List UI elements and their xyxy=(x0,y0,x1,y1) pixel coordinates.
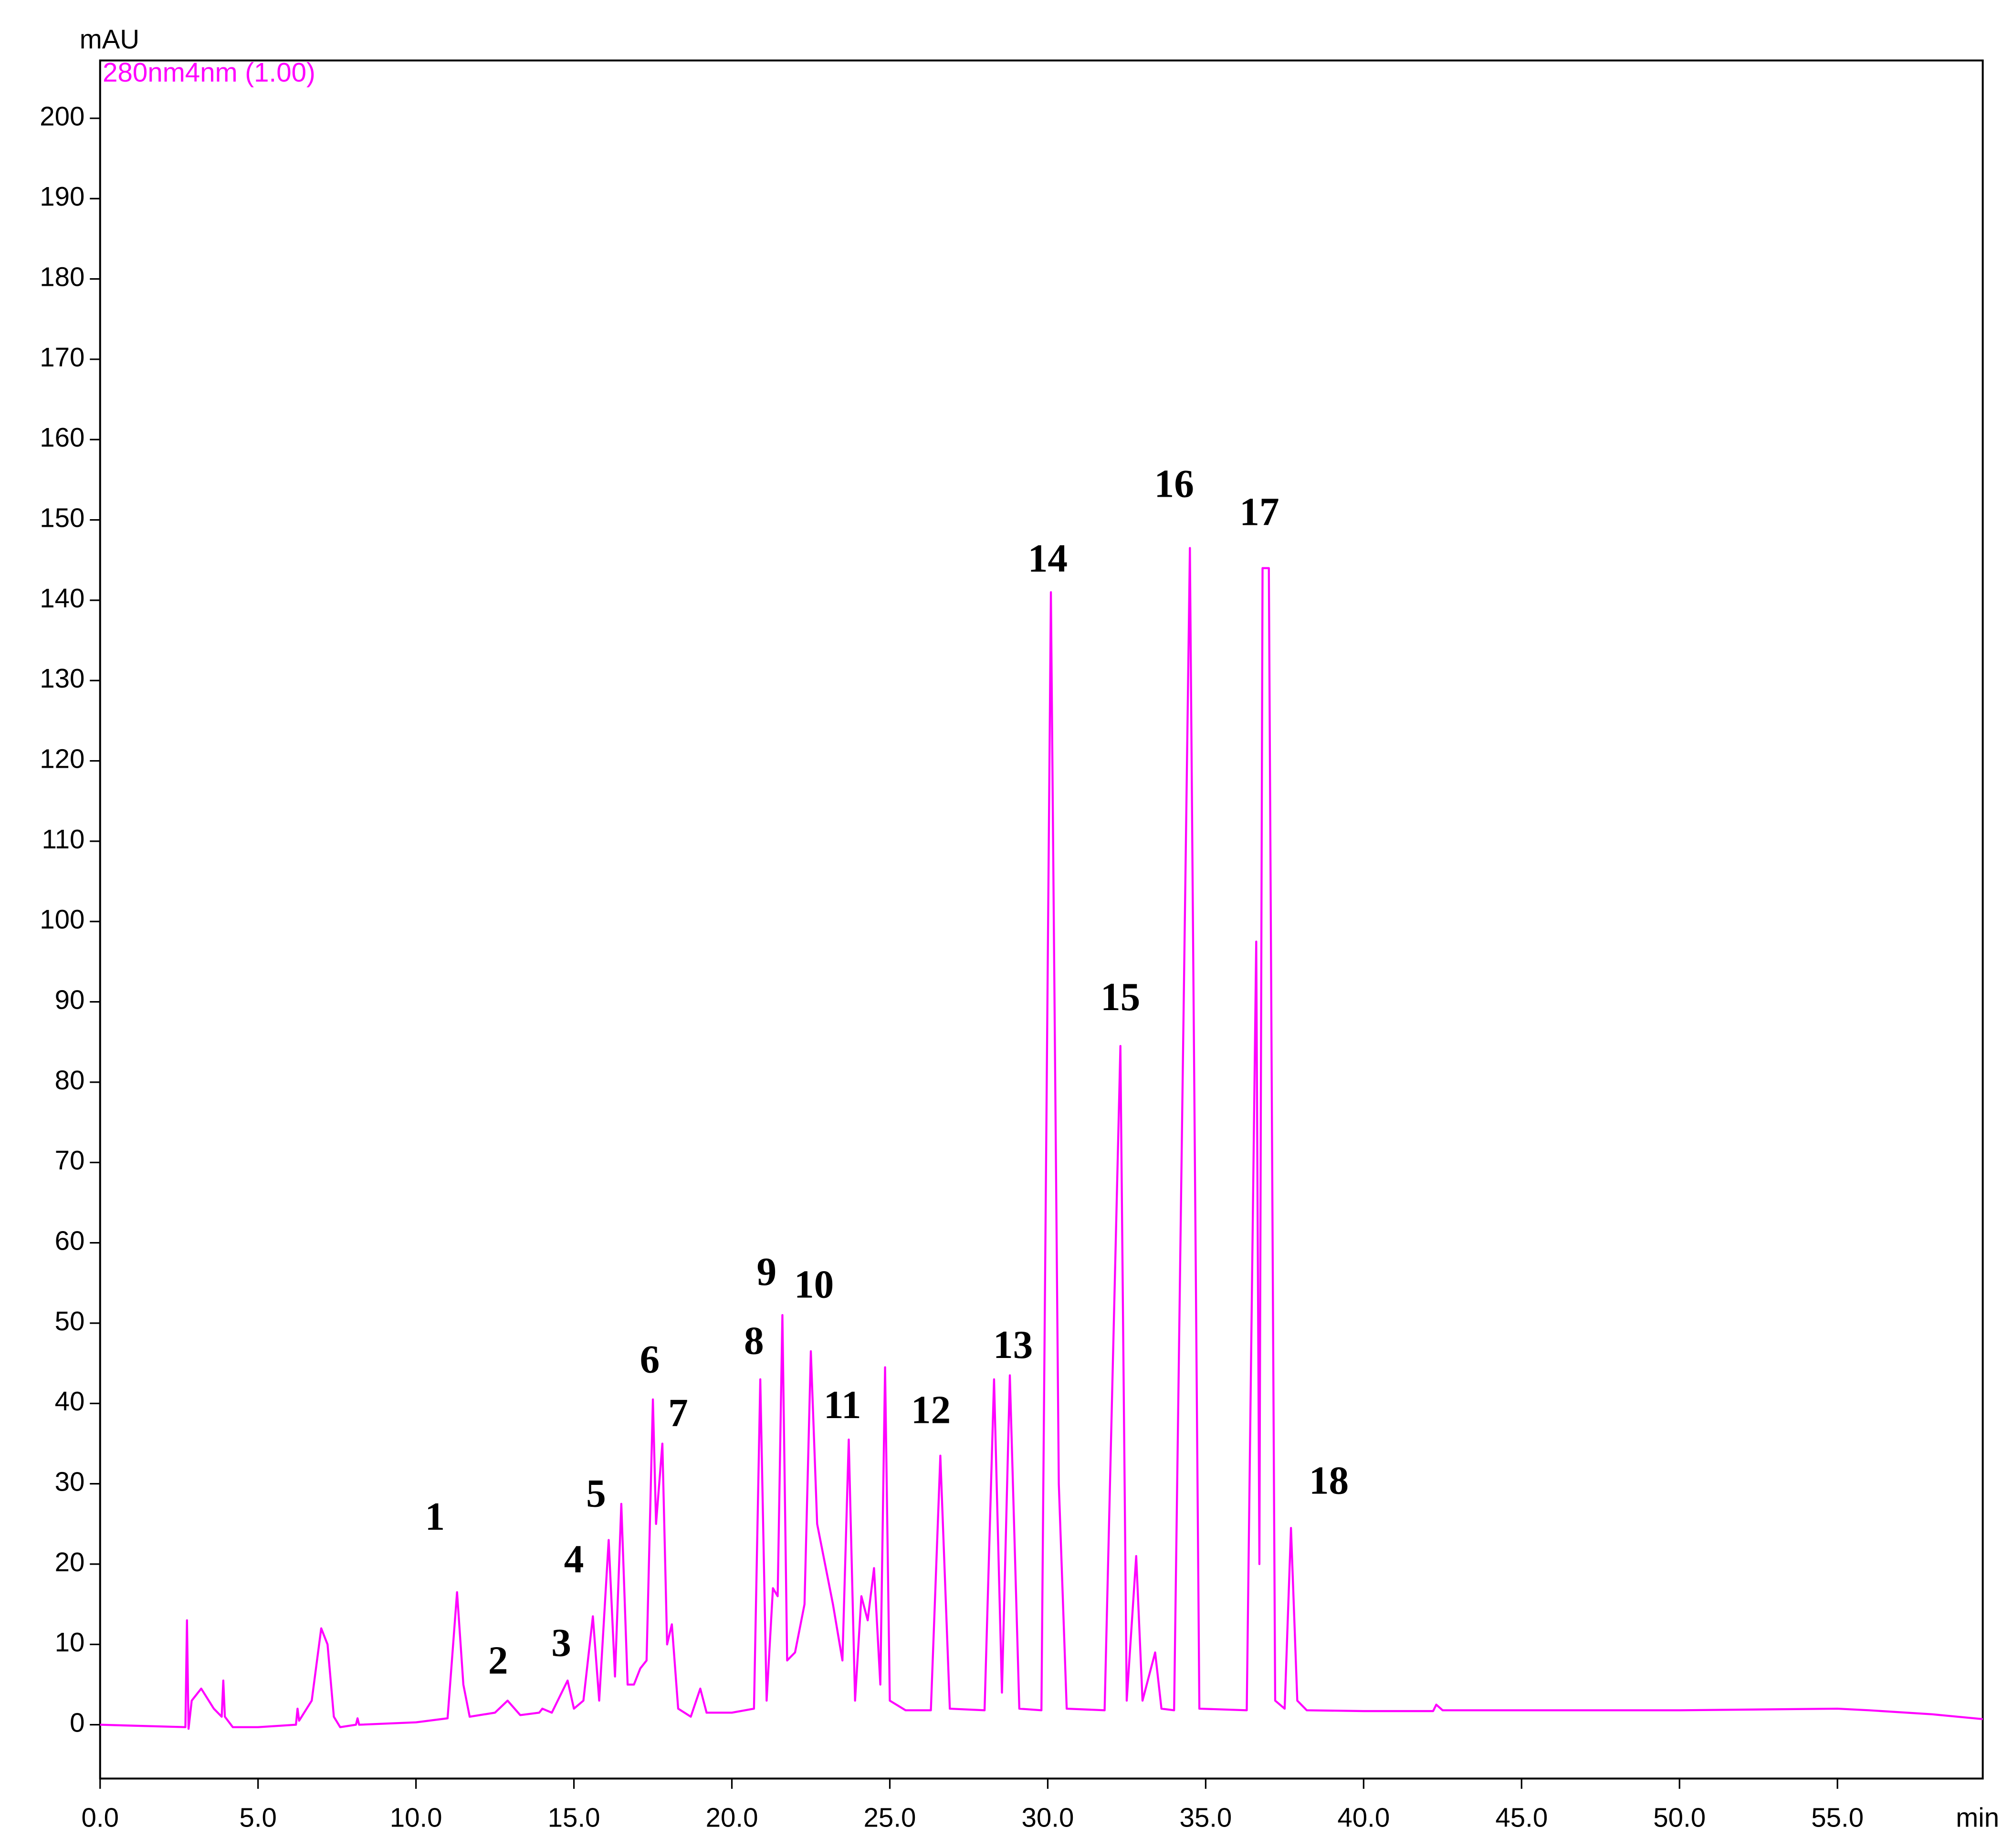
peak-label: 11 xyxy=(824,1383,861,1427)
x-tick-label: 25.0 xyxy=(864,1802,916,1832)
peak-label: 12 xyxy=(911,1388,951,1432)
x-tick-label: 50.0 xyxy=(1653,1802,1706,1832)
peak-label: 15 xyxy=(1101,975,1140,1019)
x-tick-label: 5.0 xyxy=(239,1802,276,1832)
x-tick-label: 35.0 xyxy=(1179,1802,1232,1832)
y-tick-label: 120 xyxy=(40,744,84,774)
y-tick-label: 60 xyxy=(55,1226,85,1256)
y-tick-label: 150 xyxy=(40,503,84,533)
y-tick-label: 190 xyxy=(40,181,84,211)
plot-frame xyxy=(99,59,1984,1780)
y-tick-label: 0 xyxy=(70,1708,84,1738)
y-tick-label: 110 xyxy=(42,824,84,854)
peak-label: 3 xyxy=(551,1621,571,1665)
peak-label: 2 xyxy=(488,1639,508,1683)
peak-label: 13 xyxy=(993,1323,1033,1367)
x-tick-label: 40.0 xyxy=(1337,1802,1390,1832)
peak-label: 7 xyxy=(668,1391,688,1435)
peak-label: 1 xyxy=(425,1495,445,1539)
y-tick-label: 30 xyxy=(55,1467,85,1497)
x-tick-label: 55.0 xyxy=(1811,1802,1864,1832)
y-tick-label: 40 xyxy=(55,1386,85,1416)
y-axis-label: mAU xyxy=(80,24,139,54)
y-tick-label: 140 xyxy=(40,583,84,613)
peak-label: 10 xyxy=(794,1263,834,1307)
legend-entry: 280nm4nm (1.00) xyxy=(103,57,315,87)
y-tick-label: 170 xyxy=(40,342,84,372)
y-tick-label: 160 xyxy=(40,422,84,452)
x-tick-label: 15.0 xyxy=(548,1802,600,1832)
y-tick-label: 10 xyxy=(55,1627,85,1657)
peak-label: 17 xyxy=(1239,490,1279,534)
y-tick-label: 80 xyxy=(55,1065,85,1095)
peak-label: 4 xyxy=(564,1537,584,1581)
peak-label: 6 xyxy=(640,1337,660,1381)
y-tick-label: 100 xyxy=(40,904,84,934)
x-tick-label: 45.0 xyxy=(1495,1802,1548,1832)
peak-label: 5 xyxy=(586,1472,606,1515)
x-tick-label: 20.0 xyxy=(706,1802,758,1832)
x-axis-label: min xyxy=(1956,1802,1999,1832)
x-tick-label: 10.0 xyxy=(390,1802,442,1832)
y-tick-label: 130 xyxy=(40,663,84,693)
y-tick-label: 180 xyxy=(40,262,84,292)
y-tick-label: 90 xyxy=(55,985,85,1015)
y-tick-label: 200 xyxy=(40,101,84,131)
peak-label: 9 xyxy=(757,1250,777,1294)
trace xyxy=(100,547,1983,1730)
x-tick-label: 30.0 xyxy=(1021,1802,1074,1832)
y-tick-label: 70 xyxy=(55,1145,85,1175)
peak-label: 8 xyxy=(744,1319,764,1363)
y-tick-label: 20 xyxy=(55,1547,85,1577)
x-tick-label: 0.0 xyxy=(81,1802,119,1832)
y-tick-label: 50 xyxy=(55,1306,85,1336)
peak-label: 18 xyxy=(1309,1459,1349,1503)
peak-label: 14 xyxy=(1028,537,1068,581)
peak-label: 16 xyxy=(1154,462,1194,506)
